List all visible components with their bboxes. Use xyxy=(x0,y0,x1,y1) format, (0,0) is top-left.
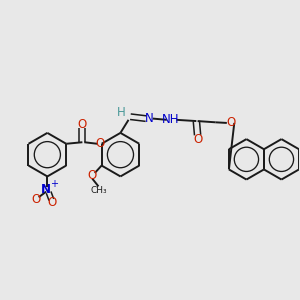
Text: N: N xyxy=(145,112,154,125)
Text: O: O xyxy=(87,169,96,182)
Text: O: O xyxy=(31,193,40,206)
Text: +: + xyxy=(50,179,58,189)
Text: NH: NH xyxy=(162,113,180,126)
Text: O: O xyxy=(226,116,235,129)
Text: O: O xyxy=(78,118,87,131)
Text: O: O xyxy=(96,137,105,150)
Text: O: O xyxy=(193,133,202,146)
Text: O: O xyxy=(47,196,57,209)
Text: N: N xyxy=(41,183,51,196)
Text: H: H xyxy=(117,106,125,118)
Text: CH₃: CH₃ xyxy=(90,186,107,195)
